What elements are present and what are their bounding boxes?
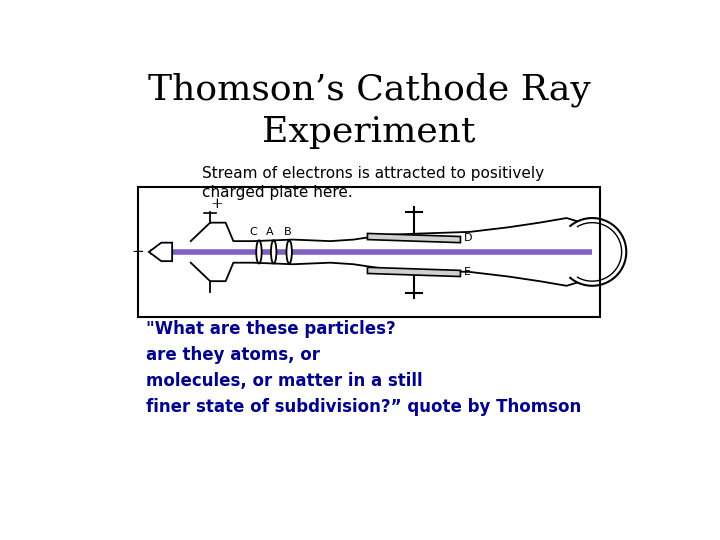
Ellipse shape [271,240,276,264]
Text: Thomson’s Cathode Ray
Experiment: Thomson’s Cathode Ray Experiment [148,72,590,149]
Text: D: D [464,233,472,243]
Text: +: + [210,197,222,211]
Ellipse shape [256,240,261,264]
Polygon shape [367,233,461,242]
Ellipse shape [287,240,292,264]
Polygon shape [367,267,461,276]
Text: Stream of electrons is attracted to positively
charged plate here.: Stream of electrons is attracted to posi… [202,166,544,200]
Text: C: C [249,227,256,237]
Text: A: A [266,227,274,237]
Polygon shape [149,242,172,261]
Text: −: − [132,245,144,259]
Bar [138,187,600,316]
Text: E: E [464,267,471,277]
Text: "What are these particles?
are they atoms, or
molecules, or matter in a still
fi: "What are these particles? are they atom… [145,320,581,416]
Text: B: B [284,227,292,237]
